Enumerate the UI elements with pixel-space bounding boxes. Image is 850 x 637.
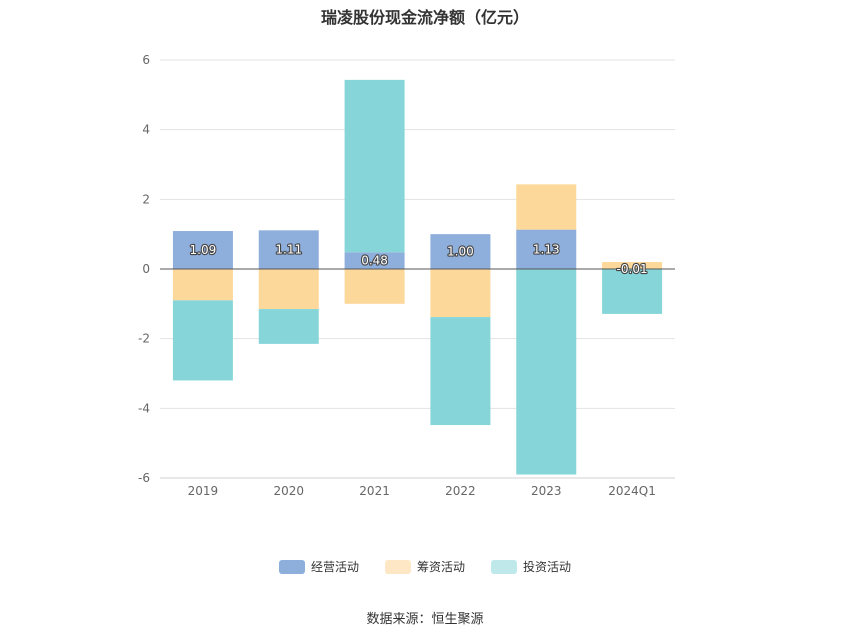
legend-item-investing[interactable]: 投资活动 bbox=[491, 558, 571, 575]
x-tick-label: 2019 bbox=[188, 484, 219, 498]
x-tick-label: 2021 bbox=[359, 484, 390, 498]
bar-financing bbox=[258, 269, 319, 310]
bar-financing bbox=[516, 184, 577, 230]
data-label: 1.13 bbox=[533, 242, 560, 256]
data-label: 1.11 bbox=[275, 243, 302, 257]
bar-financing bbox=[344, 269, 405, 304]
legend-swatch-operating bbox=[278, 559, 305, 574]
data-label: 0.48 bbox=[361, 254, 388, 268]
x-tick-label: 2020 bbox=[273, 484, 304, 498]
bar-operating bbox=[344, 252, 405, 269]
bar-investing bbox=[430, 317, 491, 426]
legend: 经营活动 筹资活动 投资活动 bbox=[0, 558, 850, 575]
bar-operating bbox=[430, 234, 491, 269]
bar-operating bbox=[172, 231, 233, 269]
legend-label-financing: 筹资活动 bbox=[416, 560, 465, 574]
bar-operating bbox=[258, 230, 319, 269]
y-tick-label: -2 bbox=[138, 332, 150, 346]
bar-investing bbox=[344, 79, 405, 253]
legend-item-operating[interactable]: 经营活动 bbox=[278, 558, 359, 575]
data-source: 数据来源：恒生聚源 bbox=[366, 612, 484, 627]
bar-investing bbox=[602, 269, 663, 314]
y-tick-label: -6 bbox=[138, 471, 150, 485]
chart-canvas: 6 4 2 0 -2 -4 -6 2019 2020 2021 2022 2023 2024Q1 1.09… bbox=[138, 53, 675, 498]
data-label: 1.09 bbox=[190, 243, 217, 257]
legend-item-financing[interactable]: 筹资活动 bbox=[384, 558, 465, 575]
bar-financing bbox=[430, 269, 491, 318]
legend-label-investing: 投资活动 bbox=[523, 560, 572, 574]
x-tick-label: 2022 bbox=[445, 484, 476, 498]
bar-operating bbox=[516, 229, 577, 269]
chart-title: 瑞凌股份现金流净额（亿元） bbox=[320, 8, 529, 27]
data-label: -0.01 bbox=[617, 262, 648, 276]
bar-financing bbox=[602, 262, 663, 269]
y-tick-label: 0 bbox=[142, 262, 150, 276]
bar-investing bbox=[258, 309, 319, 344]
legend-swatch-investing bbox=[491, 559, 517, 574]
data-label: 1.00 bbox=[447, 245, 474, 259]
y-tick-label: 4 bbox=[142, 123, 150, 137]
x-tick-label: 2024Q1 bbox=[608, 484, 656, 498]
legend-swatch-financing bbox=[384, 559, 411, 574]
x-tick-label: 2023 bbox=[531, 484, 562, 498]
bar-investing bbox=[172, 300, 233, 381]
y-tick-label: -4 bbox=[138, 401, 150, 415]
y-tick-label: 2 bbox=[142, 192, 150, 206]
legend-label-operating: 经营活动 bbox=[310, 560, 359, 574]
bar-financing bbox=[172, 269, 233, 301]
y-tick-label: 6 bbox=[142, 53, 150, 67]
bar-investing bbox=[516, 269, 577, 475]
